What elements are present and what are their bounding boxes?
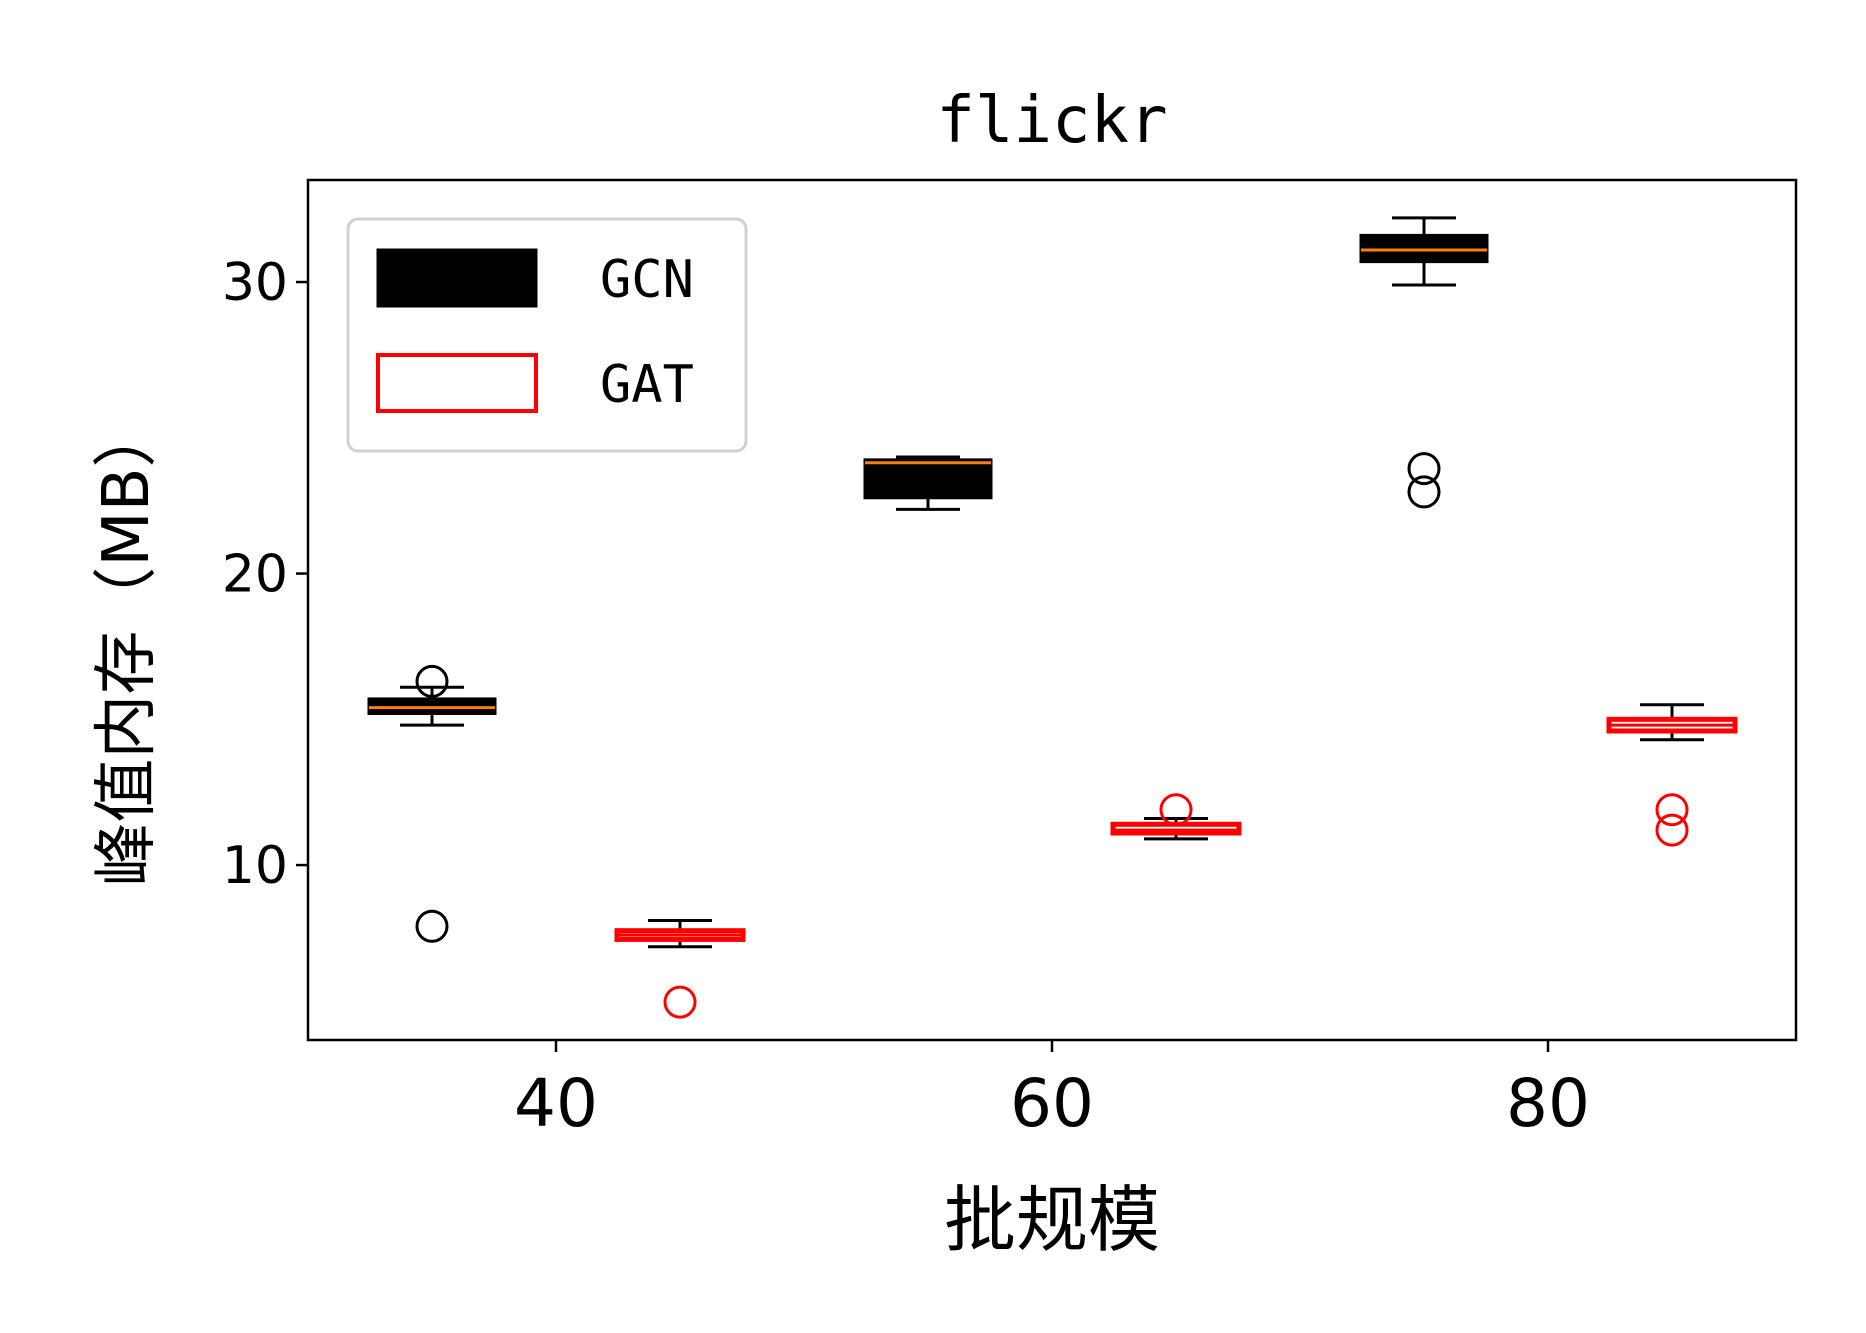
x-axis-title: 批规模 [944,1178,1160,1262]
box-gat-2 [1110,793,1242,841]
y-axis-title: 峰值内存（MB） [90,403,164,886]
box-body [863,458,993,500]
legend: GCN GAT [346,217,748,453]
y-tick-label: 30 [222,253,288,313]
outlier [1407,475,1441,509]
series-gat [614,703,1738,1019]
box-gcn-1 [367,664,497,943]
x-tick-label: 60 [1010,1065,1094,1142]
outlier [1655,813,1689,847]
box-gcn-2 [863,455,993,511]
y-tick-label: 20 [222,545,288,605]
series-gcn [367,216,1489,943]
legend-label-gcn: GCN [600,250,694,310]
box-gcn-3 [1359,216,1489,509]
legend-swatch-gcn [376,248,538,308]
outlier [1159,793,1193,827]
legend-swatch-gat [376,353,538,413]
chart-title: flickr [936,84,1167,158]
outlier [1407,452,1441,486]
outlier [1655,793,1689,827]
plot-area: 10 20 30 40 60 80 [222,178,1798,1142]
y-tick-label: 10 [222,836,288,896]
x-tick-label: 40 [514,1065,598,1142]
box-gat-1 [614,918,746,1019]
outlier [415,909,449,943]
legend-label-gat: GAT [600,355,694,415]
outlier [415,664,449,698]
x-tick-label: 80 [1506,1065,1590,1142]
outlier [663,985,697,1019]
box-gat-3 [1606,703,1738,847]
